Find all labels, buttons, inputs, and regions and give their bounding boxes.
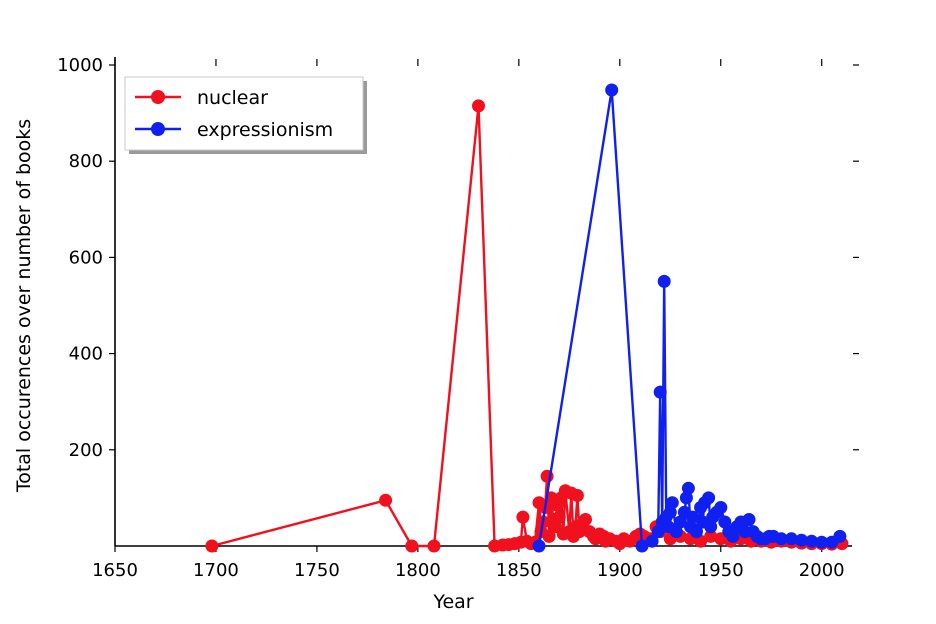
y-tick-label: 400 xyxy=(69,344,103,365)
data-point-expressionism xyxy=(795,533,808,547)
y-tick-label: 200 xyxy=(69,440,103,461)
x-tick-label: 1950 xyxy=(698,560,744,581)
data-point-nuclear xyxy=(542,529,556,543)
data-point-expressionism xyxy=(774,532,788,546)
data-point-expressionism xyxy=(532,539,546,553)
data-point-expressionism xyxy=(665,496,679,510)
plot-series xyxy=(205,83,849,553)
data-point-expressionism xyxy=(653,385,667,399)
x-tick-label: 1850 xyxy=(496,560,542,581)
data-point-nuclear xyxy=(516,510,530,524)
data-point-nuclear xyxy=(570,489,584,502)
x-tick-label: 1700 xyxy=(193,560,239,581)
legend-marker-expressionism xyxy=(151,122,165,136)
data-point-expressionism xyxy=(815,535,829,549)
axes: 1650 1700 1750 1800 1850 1900 1950 2000 200 400 60… xyxy=(13,55,859,613)
legend-marker-nuclear xyxy=(151,90,165,104)
data-point-nuclear xyxy=(379,493,393,507)
data-point-expressionism xyxy=(833,529,847,543)
legend: nuclear expressionism xyxy=(124,76,367,154)
legend-label-expressionism: expressionism xyxy=(197,119,333,141)
y-tick-label: 1000 xyxy=(57,55,103,76)
data-point-expressionism xyxy=(635,539,649,553)
data-point-expressionism xyxy=(805,534,819,548)
x-axis-label: Year xyxy=(432,591,473,613)
data-point-expressionism xyxy=(690,525,703,539)
legend-box xyxy=(124,76,364,151)
y-axis-label: Total occurences over number of books xyxy=(13,119,35,493)
data-point-expressionism xyxy=(657,274,671,288)
data-point-nuclear xyxy=(704,529,718,543)
data-point-expressionism xyxy=(605,83,619,97)
x-tick-label: 1900 xyxy=(597,560,643,581)
data-point-expressionism xyxy=(714,501,728,514)
data-point-nuclear xyxy=(205,539,219,553)
data-point-nuclear xyxy=(472,99,485,113)
data-point-expressionism xyxy=(645,534,659,548)
series-line-nuclear xyxy=(211,104,842,548)
data-point-expressionism xyxy=(686,510,699,524)
series-nuclear xyxy=(205,99,849,553)
data-point-nuclear xyxy=(579,513,592,526)
y-tick-label: 800 xyxy=(69,151,103,172)
x-tick-label: 1800 xyxy=(395,560,441,581)
data-point-expressionism xyxy=(681,481,695,495)
data-point-nuclear xyxy=(552,510,566,524)
data-point-expressionism xyxy=(784,532,798,546)
data-point-nuclear xyxy=(405,539,419,553)
legend-label-nuclear: nuclear xyxy=(197,87,268,109)
data-point-expressionism xyxy=(704,520,718,534)
series-expressionism xyxy=(532,83,847,553)
series-line-expressionism xyxy=(537,88,841,548)
data-point-expressionism xyxy=(742,513,756,526)
data-point-nuclear xyxy=(427,539,441,553)
x-tick-label: 1650 xyxy=(92,560,138,581)
x-tick-label: 2000 xyxy=(799,560,845,581)
data-point-expressionism xyxy=(702,491,716,505)
y-tick-label: 600 xyxy=(69,247,103,268)
x-tick-label: 1750 xyxy=(294,560,340,581)
